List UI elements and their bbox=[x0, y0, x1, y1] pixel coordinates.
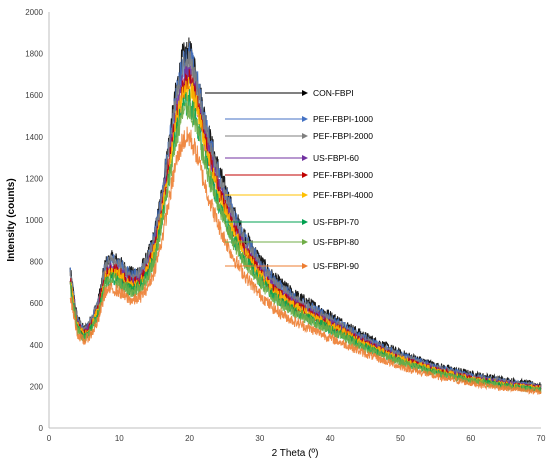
series-line bbox=[69, 96, 542, 394]
y-tick-label: 600 bbox=[30, 299, 44, 308]
legend-label: CON-FBPI bbox=[313, 88, 354, 98]
legend-label: US-FBPI-70 bbox=[313, 217, 359, 227]
y-tick-label: 1400 bbox=[25, 133, 43, 142]
x-tick-label: 10 bbox=[115, 434, 124, 443]
x-tick-label: 30 bbox=[255, 434, 264, 443]
series-line bbox=[69, 69, 542, 393]
x-tick-label: 70 bbox=[537, 434, 546, 443]
x-tick-label: 60 bbox=[466, 434, 475, 443]
y-tick-label: 2000 bbox=[25, 8, 43, 17]
series-line bbox=[69, 51, 542, 390]
y-tick-label: 800 bbox=[30, 258, 44, 267]
y-axis-title: Intensity (counts) bbox=[6, 178, 17, 261]
y-tick-label: 200 bbox=[30, 382, 44, 391]
legend-label: PEF-FBPI-1000 bbox=[313, 114, 373, 124]
legend-label: US-FBPI-80 bbox=[313, 237, 359, 247]
x-tick-label: 50 bbox=[396, 434, 405, 443]
x-axis-title: 2 Theta (º) bbox=[272, 448, 319, 459]
legend-label: US-FBPI-60 bbox=[313, 153, 359, 163]
series-line bbox=[69, 76, 542, 393]
y-tick-label: 1000 bbox=[25, 216, 43, 225]
x-tick-label: 0 bbox=[47, 434, 52, 443]
series-line bbox=[69, 65, 542, 392]
y-tick-label: 1600 bbox=[25, 91, 43, 100]
series-line bbox=[69, 37, 542, 389]
y-tick-label: 400 bbox=[30, 341, 44, 350]
x-tick-label: 40 bbox=[326, 434, 335, 443]
legend-label: PEF-FBPI-2000 bbox=[313, 131, 373, 141]
legend-label: PEF-FBPI-3000 bbox=[313, 170, 373, 180]
series-line bbox=[69, 126, 542, 395]
y-tick-label: 1200 bbox=[25, 174, 43, 183]
x-tick-labels: 0 10 20 30 40 50 60 70 bbox=[47, 434, 546, 443]
series-line bbox=[69, 42, 542, 390]
y-tick-label: 0 bbox=[39, 424, 44, 433]
series-lines bbox=[69, 37, 542, 395]
y-tick-label: 1800 bbox=[25, 50, 43, 59]
x-tick-label: 20 bbox=[185, 434, 194, 443]
axes bbox=[48, 12, 541, 429]
legend-annotations: CON-FBPI PEF-FBPI-1000 PEF-FBPI-2000 US-FBP… bbox=[205, 88, 373, 271]
legend-label: PEF-FBPI-4000 bbox=[313, 190, 373, 200]
legend-label: US-FBPI-90 bbox=[313, 261, 359, 271]
y-tick-labels: 0 200 400 600 800 1000 1200 1400 1600 1800 2000 bbox=[25, 8, 43, 433]
series-line bbox=[69, 89, 542, 393]
